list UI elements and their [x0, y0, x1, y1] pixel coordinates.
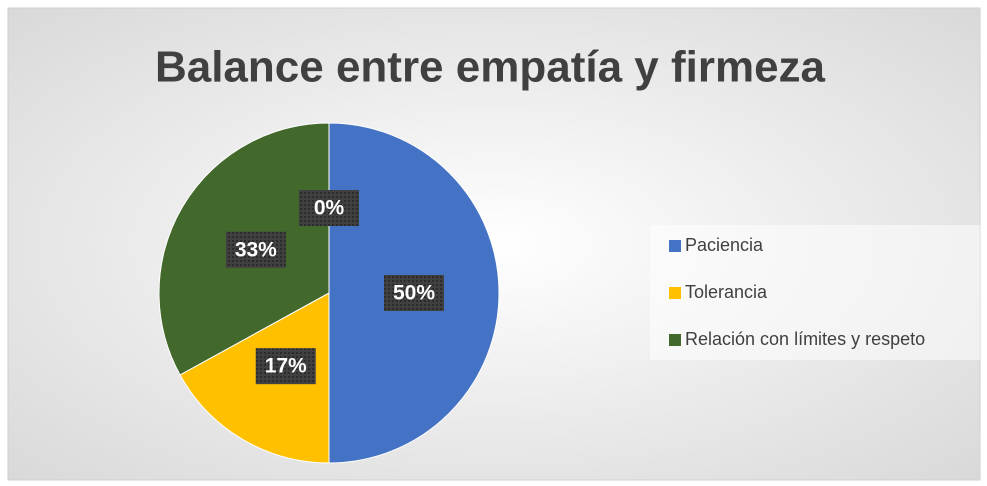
legend-box	[650, 225, 980, 360]
legend-swatch	[669, 240, 681, 252]
data-label-box	[299, 190, 359, 226]
legend-label: Tolerancia	[685, 282, 768, 302]
data-label-box	[255, 348, 316, 385]
legend-label: Relación con límites y respeto	[685, 329, 925, 349]
legend-label: Paciencia	[685, 235, 764, 255]
legend-swatch	[669, 287, 681, 299]
chart-title: Balance entre empatía y firmeza	[155, 43, 826, 92]
data-label-box	[225, 231, 286, 268]
pie-slice	[179, 292, 330, 464]
data-label: 33%	[235, 238, 277, 261]
legend-swatch	[669, 334, 681, 346]
data-label: 50%	[393, 282, 435, 305]
data-label-box	[384, 275, 444, 311]
data-label: 0%	[314, 197, 345, 220]
data-label: 17%	[265, 355, 307, 378]
